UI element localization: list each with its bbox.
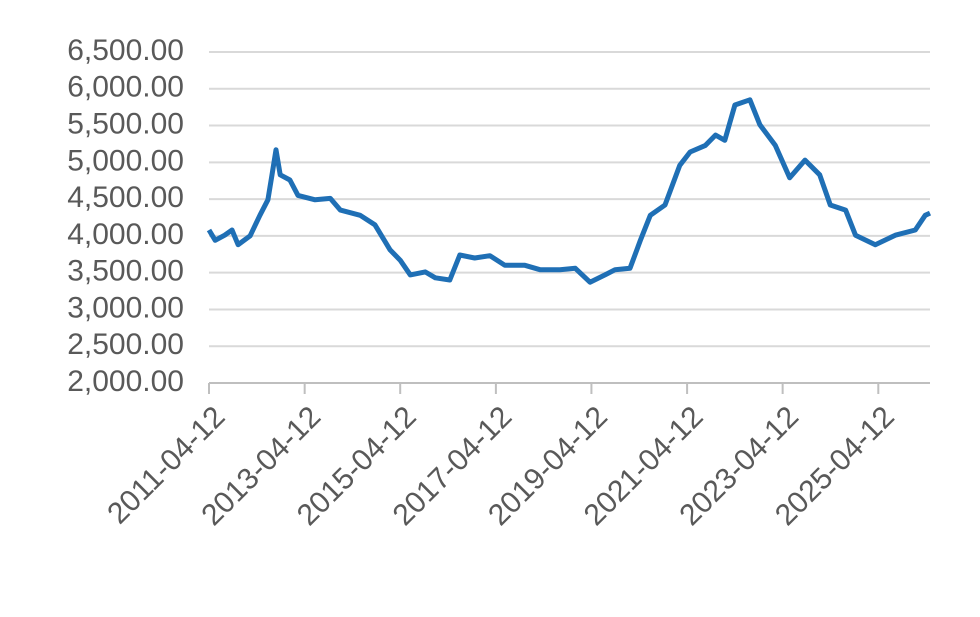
y-tick-label: 6,500.00 — [67, 34, 184, 67]
y-tick-label: 2,000.00 — [67, 365, 184, 398]
y-tick-label: 5,000.00 — [67, 144, 184, 177]
y-tick-label: 6,000.00 — [67, 71, 184, 104]
y-tick-label: 4,000.00 — [67, 218, 184, 251]
y-tick-label: 3,000.00 — [67, 291, 184, 324]
data-line — [206, 97, 932, 285]
y-tick-label: 4,500.00 — [67, 181, 184, 214]
y-tick-label: 3,500.00 — [67, 255, 184, 288]
y-tick-label: 5,500.00 — [67, 107, 184, 140]
y-tick-label: 2,500.00 — [67, 328, 184, 361]
